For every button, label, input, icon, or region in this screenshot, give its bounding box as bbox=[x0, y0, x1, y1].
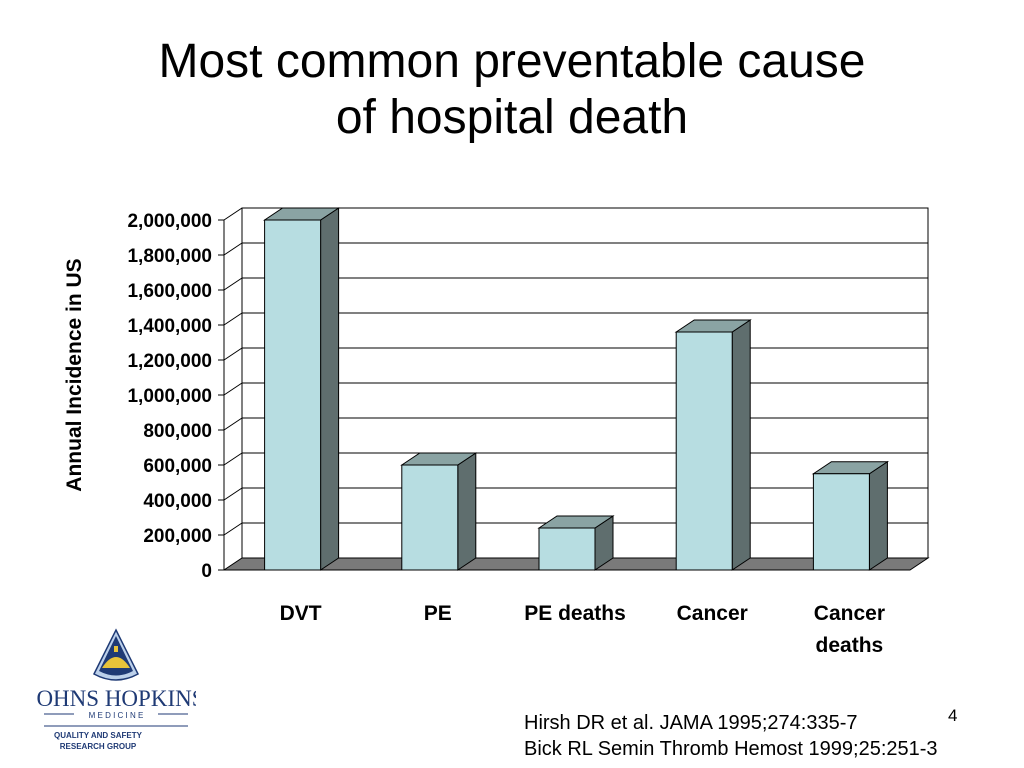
y-axis-ticks: 0 200,000 400,000 600,000 800,000 1,000,000 1,… bbox=[127, 211, 224, 582]
gridline-side bbox=[223, 452, 243, 466]
bar-side bbox=[320, 207, 340, 571]
slide-title: Most common preventable cause of hospita… bbox=[0, 34, 1024, 146]
gridline-side bbox=[223, 242, 243, 256]
x-tick-label: Cancer bbox=[814, 602, 885, 625]
y-tick-label: 200,000 bbox=[143, 526, 212, 547]
bar-front bbox=[401, 464, 459, 571]
y-tick-label: 800,000 bbox=[143, 421, 212, 442]
page-number: 4 bbox=[948, 706, 958, 725]
x-axis-ticks: DVT PE PE deaths Cancer Cancer deaths bbox=[280, 602, 885, 657]
x-tick-label: PE bbox=[424, 602, 452, 625]
dome-shield-icon bbox=[93, 628, 139, 681]
y-axis-label: Annual Incidence in US bbox=[63, 258, 86, 491]
bar-side bbox=[457, 452, 477, 571]
y-tick-label: 1,600,000 bbox=[127, 281, 212, 302]
bar-side bbox=[731, 319, 751, 571]
logo-research-group: RESEARCH GROUP bbox=[60, 742, 137, 751]
x-tick-label: Cancer bbox=[677, 602, 748, 625]
gridline-side bbox=[223, 347, 243, 361]
bar-front bbox=[538, 527, 596, 571]
bar-front bbox=[675, 331, 733, 571]
gridline-side bbox=[223, 277, 243, 291]
bar-chart: 0 200,000 400,000 600,000 800,000 1,000,000 1,… bbox=[63, 207, 930, 657]
logo-quality-and-safety: QUALITY AND SAFETY bbox=[54, 731, 143, 740]
x-tick-label: deaths bbox=[816, 634, 884, 657]
bar bbox=[262, 207, 341, 571]
gridline-side bbox=[223, 207, 243, 221]
chart-bars bbox=[262, 207, 890, 571]
bar-side bbox=[868, 460, 888, 571]
slide-title-line-1: Most common preventable cause bbox=[158, 35, 866, 88]
y-tick-label: 1,400,000 bbox=[127, 316, 212, 337]
references: Hirsh DR et al. JAMA 1995;274:335-7 Bick… bbox=[524, 710, 938, 762]
bar-front bbox=[264, 219, 322, 571]
y-tick-label: 1,800,000 bbox=[127, 246, 212, 267]
logo-johns-hopkins: JOHNS HOPKINS bbox=[36, 686, 196, 711]
bar bbox=[400, 452, 478, 571]
gridline-side bbox=[223, 382, 243, 396]
reference-1: Hirsh DR et al. JAMA 1995;274:335-7 bbox=[524, 712, 858, 734]
bar bbox=[811, 460, 890, 571]
gridline-side bbox=[223, 487, 243, 501]
bar-front bbox=[812, 473, 870, 571]
bar bbox=[674, 319, 752, 571]
y-tick-label: 1,000,000 bbox=[127, 386, 212, 407]
x-tick-label: DVT bbox=[280, 602, 322, 625]
bar bbox=[537, 515, 615, 571]
gridline-side bbox=[223, 312, 243, 326]
johns-hopkins-logo: JOHNS HOPKINS M E D I C I N E QUALITY AN… bbox=[27, 628, 205, 758]
y-tick-label: 2,000,000 bbox=[127, 211, 212, 232]
reference-2: Bick RL Semin Thromb Hemost 1999;25:251-… bbox=[524, 738, 938, 760]
x-tick-label: PE deaths bbox=[524, 602, 626, 625]
y-tick-label: 0 bbox=[201, 561, 212, 582]
gridline-side bbox=[223, 522, 243, 536]
gridline-side bbox=[223, 417, 243, 431]
y-tick-label: 1,200,000 bbox=[127, 351, 212, 372]
logo-medicine: M E D I C I N E bbox=[89, 711, 144, 720]
y-tick-label: 600,000 bbox=[143, 456, 212, 477]
y-tick-label: 400,000 bbox=[143, 491, 212, 512]
slide-title-line-2: of hospital death bbox=[335, 91, 689, 144]
